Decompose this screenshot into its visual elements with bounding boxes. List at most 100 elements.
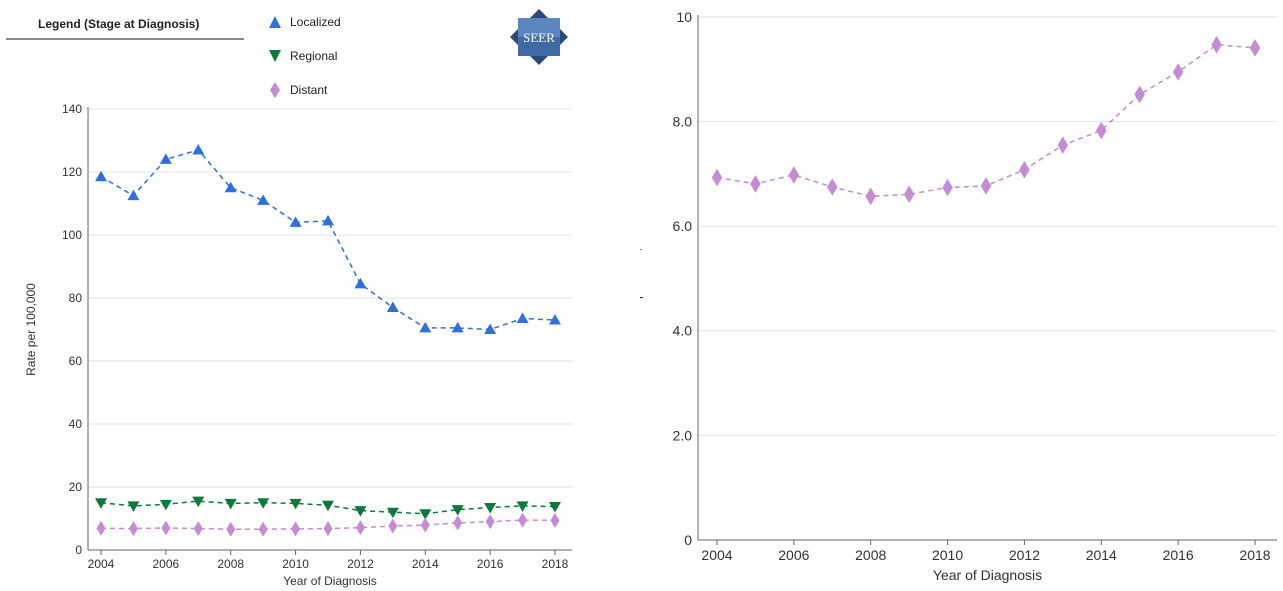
x-tick-label: 2010 <box>282 557 309 571</box>
x-tick-label: 2014 <box>412 557 439 571</box>
y-tick-label: 100 <box>62 228 82 242</box>
y-tick-label: 6.0 <box>673 218 693 234</box>
data-point-distant <box>750 175 761 193</box>
data-point-distant <box>827 178 838 196</box>
y-tick-label: 20 <box>69 480 83 494</box>
y-tick-label: 40 <box>69 417 83 431</box>
y-axis-title: Rate per 100,000 <box>24 283 38 376</box>
data-point-localized <box>354 277 367 289</box>
data-point-distant <box>518 512 528 528</box>
data-point-distant <box>903 185 915 204</box>
legend-item-localized[interactable]: Localized <box>268 13 341 31</box>
data-point-distant <box>128 521 138 537</box>
data-point-regional <box>289 498 302 510</box>
data-point-regional <box>484 502 497 514</box>
data-point-localized <box>224 181 237 193</box>
data-point-distant <box>1211 35 1222 54</box>
x-tick-label: 2012 <box>347 557 374 571</box>
series-line-localized <box>100 149 556 331</box>
data-point-distant <box>226 521 236 537</box>
y-tick-label: 0 <box>75 543 82 557</box>
data-point-distant <box>420 517 430 533</box>
triangle-up-icon <box>269 16 281 28</box>
y-axis-title: Rate per 100,000 <box>640 224 643 332</box>
data-point-distant <box>865 187 876 206</box>
x-tick-label: 2012 <box>1009 547 1040 563</box>
data-point-distant <box>258 521 268 537</box>
data-point-localized <box>516 312 529 323</box>
data-point-localized <box>127 189 140 201</box>
x-tick-label: 2006 <box>778 547 809 563</box>
data-point-distant <box>1134 85 1145 104</box>
data-point-regional <box>95 498 107 509</box>
data-point-distant <box>980 177 992 195</box>
data-point-distant <box>942 178 953 197</box>
seer-logo-text: SEER <box>523 30 555 45</box>
data-point-distant <box>1172 63 1184 81</box>
data-point-localized <box>159 153 172 164</box>
data-point-localized <box>419 321 432 333</box>
y-tick-label: 140 <box>62 102 82 116</box>
data-point-distant <box>453 515 463 531</box>
data-point-regional <box>127 501 140 512</box>
x-tick-label: 2016 <box>1163 547 1194 563</box>
data-point-distant <box>193 521 203 537</box>
data-point-distant <box>355 520 365 536</box>
data-point-regional <box>451 505 464 516</box>
data-point-localized <box>386 301 399 312</box>
legend-item-distant[interactable]: Distant <box>268 81 327 99</box>
x-tick-label: 2016 <box>477 557 504 571</box>
data-point-regional <box>257 498 270 509</box>
legend-label-localized: Localized <box>290 15 341 29</box>
x-axis-title: Year of Diagnosis <box>933 567 1042 583</box>
data-point-regional <box>419 509 432 520</box>
data-point-distant <box>1249 39 1261 57</box>
y-tick-label: 60 <box>69 354 83 368</box>
data-point-distant <box>1057 136 1069 154</box>
data-point-distant <box>96 520 106 536</box>
data-point-localized <box>451 321 464 333</box>
data-point-distant <box>161 520 171 536</box>
data-point-regional <box>224 498 237 510</box>
data-point-regional <box>549 502 561 513</box>
chart-all-stages: 0 20 40 60 80 100 120 140 2004 2006 2008 2010 2012 20… <box>24 102 572 588</box>
data-point-localized <box>257 194 270 205</box>
legend-label-distant: Distant <box>290 83 328 97</box>
seer-logo: SEER <box>510 9 568 65</box>
data-point-distant <box>388 518 398 534</box>
x-tick-label: 2008 <box>855 547 886 563</box>
diamond-icon <box>270 82 280 98</box>
x-tick-label: 2014 <box>1086 547 1117 563</box>
y-tick-label: 120 <box>62 165 82 179</box>
x-tick-label: 2004 <box>701 547 732 563</box>
y-tick-label: 8.0 <box>673 114 693 130</box>
data-point-localized <box>192 143 205 155</box>
x-tick-label: 2018 <box>1239 547 1270 563</box>
data-point-distant <box>1019 160 1030 179</box>
y-tick-label: 80 <box>69 291 83 305</box>
x-tick-label: 2004 <box>88 557 115 571</box>
data-point-localized <box>322 214 334 226</box>
y-tick-label: 0 <box>684 532 692 548</box>
data-point-regional <box>516 501 529 512</box>
data-point-regional <box>386 507 399 519</box>
legend-title: Legend (Stage at Diagnosis) <box>38 17 200 31</box>
x-tick-label: 2018 <box>542 557 569 571</box>
x-tick-label: 2006 <box>153 557 180 571</box>
legend-item-regional[interactable]: Regional <box>268 47 337 65</box>
data-point-regional <box>192 496 205 508</box>
data-point-distant <box>323 521 333 537</box>
data-point-distant <box>711 168 723 187</box>
data-point-distant <box>291 521 301 537</box>
data-point-distant <box>550 512 560 528</box>
legend-label-regional: Regional <box>290 49 338 63</box>
data-point-distant <box>1096 121 1107 140</box>
x-tick-label: 2008 <box>217 557 244 571</box>
x-axis-title: Year of Diagnosis <box>283 574 377 588</box>
y-tick-label: 4.0 <box>673 323 693 339</box>
data-point-regional <box>354 506 367 517</box>
data-point-localized <box>289 216 302 227</box>
data-point-regional <box>322 500 334 512</box>
data-point-localized <box>484 323 497 334</box>
triangle-down-icon <box>269 50 281 62</box>
